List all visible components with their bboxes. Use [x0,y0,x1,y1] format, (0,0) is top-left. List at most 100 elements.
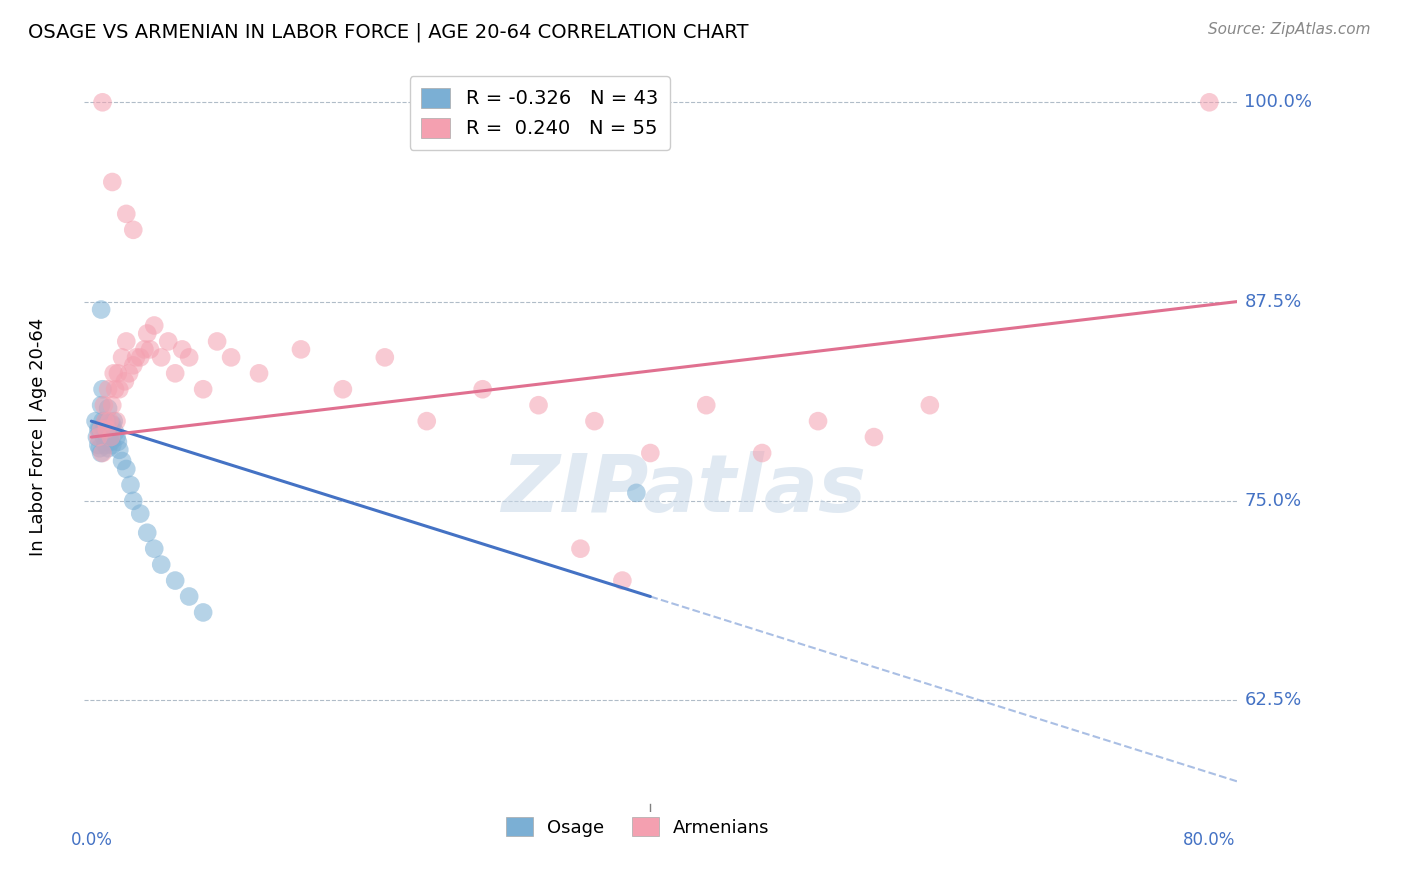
Point [139,343,162,357]
Point [219,351,242,365]
Point [86,430,108,444]
Point [125,351,148,365]
Point [191,382,214,396]
Text: 87.5%: 87.5% [1244,293,1302,310]
Point [612,574,634,588]
Point [136,525,159,540]
Point [108,382,131,396]
Point [91,95,114,110]
Point [90,398,112,412]
Point [115,207,138,221]
Point [122,223,145,237]
Point [97,382,120,396]
Point [107,367,129,381]
Point [93,422,115,436]
Point [111,454,134,468]
Point [115,334,138,349]
Point [129,351,152,365]
Point [101,438,124,452]
Point [118,367,141,381]
Point [807,414,830,428]
Point [111,351,134,365]
Point [103,367,125,381]
Point [96,422,118,436]
Point [191,606,214,620]
Point [104,382,127,396]
Point [96,425,118,440]
Point [290,343,312,357]
Point [179,590,201,604]
Point [91,382,114,396]
Point [98,430,121,444]
Text: In Labor Force | Age 20-64: In Labor Force | Age 20-64 [30,318,48,557]
Point [93,430,115,444]
Point [100,430,122,444]
Text: 75.0%: 75.0% [1244,491,1302,510]
Point [101,417,124,432]
Point [150,351,173,365]
Point [105,430,128,444]
Point [101,398,124,412]
Point [87,422,110,436]
Point [87,438,110,452]
Point [471,382,494,396]
Point [98,414,121,428]
Text: 0.0%: 0.0% [70,830,112,849]
Point [205,334,228,349]
Point [247,367,270,381]
Point [143,318,166,333]
Point [91,414,114,428]
Point [134,343,156,357]
Point [114,374,136,388]
Point [129,507,152,521]
Text: ZIPatlas: ZIPatlas [502,450,866,529]
Point [103,414,125,428]
Point [695,398,717,412]
Point [94,438,117,452]
Text: 100.0%: 100.0% [1244,94,1312,112]
Point [751,446,773,460]
Point [87,430,110,444]
Point [94,425,117,440]
Point [107,434,129,449]
Text: 80.0%: 80.0% [1182,830,1236,849]
Point [115,462,138,476]
Point [90,302,112,317]
Point [626,486,648,500]
Point [150,558,173,572]
Point [918,398,941,412]
Point [105,414,128,428]
Point [157,334,180,349]
Point [100,417,122,432]
Legend: Osage, Armenians: Osage, Armenians [499,810,778,844]
Point [89,422,111,436]
Point [97,442,120,456]
Point [97,401,120,416]
Point [1198,95,1220,110]
Point [569,541,592,556]
Text: Source: ZipAtlas.com: Source: ZipAtlas.com [1208,22,1371,37]
Point [100,434,122,449]
Point [122,359,145,373]
Point [91,446,114,460]
Point [104,425,127,440]
Point [101,175,124,189]
Point [94,414,117,428]
Point [143,541,166,556]
Point [98,422,121,436]
Point [527,398,550,412]
Point [179,351,201,365]
Point [863,430,886,444]
Point [416,414,439,428]
Point [136,326,159,341]
Point [583,414,606,428]
Text: 62.5%: 62.5% [1244,691,1302,709]
Point [165,574,187,588]
Point [122,493,145,508]
Point [89,442,111,456]
Point [96,414,118,428]
Point [640,446,662,460]
Text: OSAGE VS ARMENIAN IN LABOR FORCE | AGE 20-64 CORRELATION CHART: OSAGE VS ARMENIAN IN LABOR FORCE | AGE 2… [28,22,748,42]
Point [332,382,354,396]
Point [120,478,142,492]
